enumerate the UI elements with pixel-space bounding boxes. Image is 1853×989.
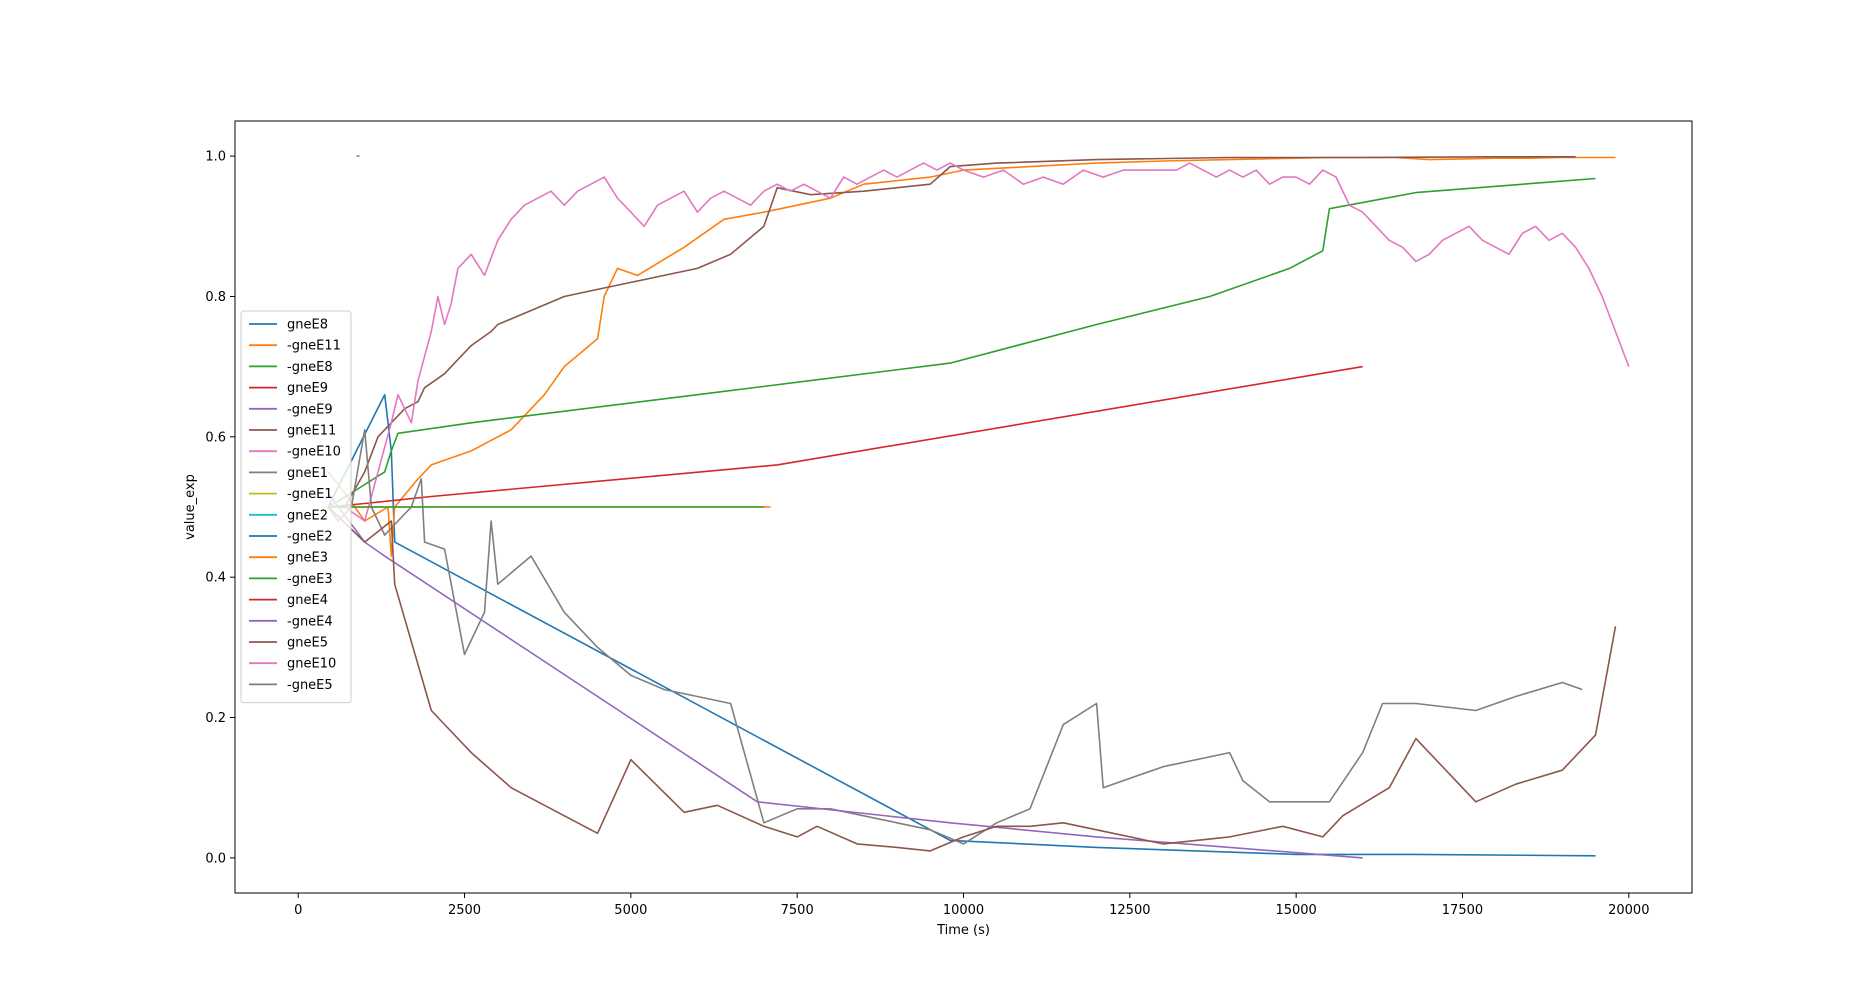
legend-entry-label: gneE1 [287, 466, 328, 481]
x-axis-title: Time (s) [936, 923, 990, 938]
legend-entry-label: -gneE4 [287, 614, 333, 629]
y-axis-title: value_exp [183, 474, 198, 540]
x-tick-label: 17500 [1442, 903, 1483, 918]
legend-entry-label: -gneE5 [287, 678, 333, 693]
legend-entry-label: gneE5 [287, 636, 328, 651]
legend-entry-label: -gneE8 [287, 360, 333, 375]
legend-entry-label: gneE11 [287, 424, 336, 439]
series-line-2 [327, 177, 1596, 508]
x-tick-label: 5000 [614, 903, 647, 918]
legend-entry-label: gneE2 [287, 508, 328, 523]
y-tick-label: 1.0 [205, 150, 226, 165]
y-tick-label: 0.8 [205, 290, 226, 305]
legend-entry-label: gneE3 [287, 551, 328, 566]
x-tick-label: 2500 [448, 903, 481, 918]
legend-entry-label: gneE8 [287, 318, 328, 333]
y-axis: 0.0 0.2 0.4 0.6 0.8 1.0 [205, 150, 235, 866]
series-line-14 [327, 492, 1363, 859]
series-line-0 [327, 393, 1596, 857]
x-tick-label: 7500 [781, 903, 814, 918]
legend-entry-label: -gneE9 [287, 402, 333, 417]
series-line-3 [328, 365, 1363, 508]
plot-lines [327, 155, 1630, 859]
y-tick-label: 0.0 [205, 851, 226, 866]
legend-entry-label: gneE10 [287, 657, 336, 672]
series-line-5 [328, 156, 1576, 508]
x-axis: 0 2500 5000 7500 10000 12500 15000 17500 20000 [294, 893, 1649, 918]
legend-entry-label: -gneE11 [287, 339, 341, 354]
x-tick-label: 12500 [1109, 903, 1150, 918]
y-tick-label: 0.6 [205, 430, 226, 445]
x-tick-label: 0 [294, 903, 302, 918]
legend-entry-label: -gneE2 [287, 530, 333, 545]
legend-entry-label: gneE4 [287, 593, 328, 608]
legend-entry-label: -gneE3 [287, 572, 333, 587]
series-line-6 [328, 162, 1630, 522]
legend-entry-label: -gneE1 [287, 487, 333, 502]
y-tick-label: 0.2 [205, 711, 226, 726]
x-tick-label: 20000 [1608, 903, 1649, 918]
x-tick-label: 10000 [943, 903, 984, 918]
x-tick-label: 15000 [1275, 903, 1316, 918]
series-line-7 [327, 428, 1583, 845]
y-tick-label: 0.4 [205, 571, 226, 586]
legend-entry-label: -gneE10 [287, 445, 341, 460]
legend: gneE8 -gneE11 -gneE8 gneE9 -gneE9 gneE11 -gneE… [240, 310, 352, 704]
series-line-1 [327, 156, 1616, 557]
series-line-15 [327, 506, 1617, 852]
legend-entry-label: gneE9 [287, 381, 328, 396]
